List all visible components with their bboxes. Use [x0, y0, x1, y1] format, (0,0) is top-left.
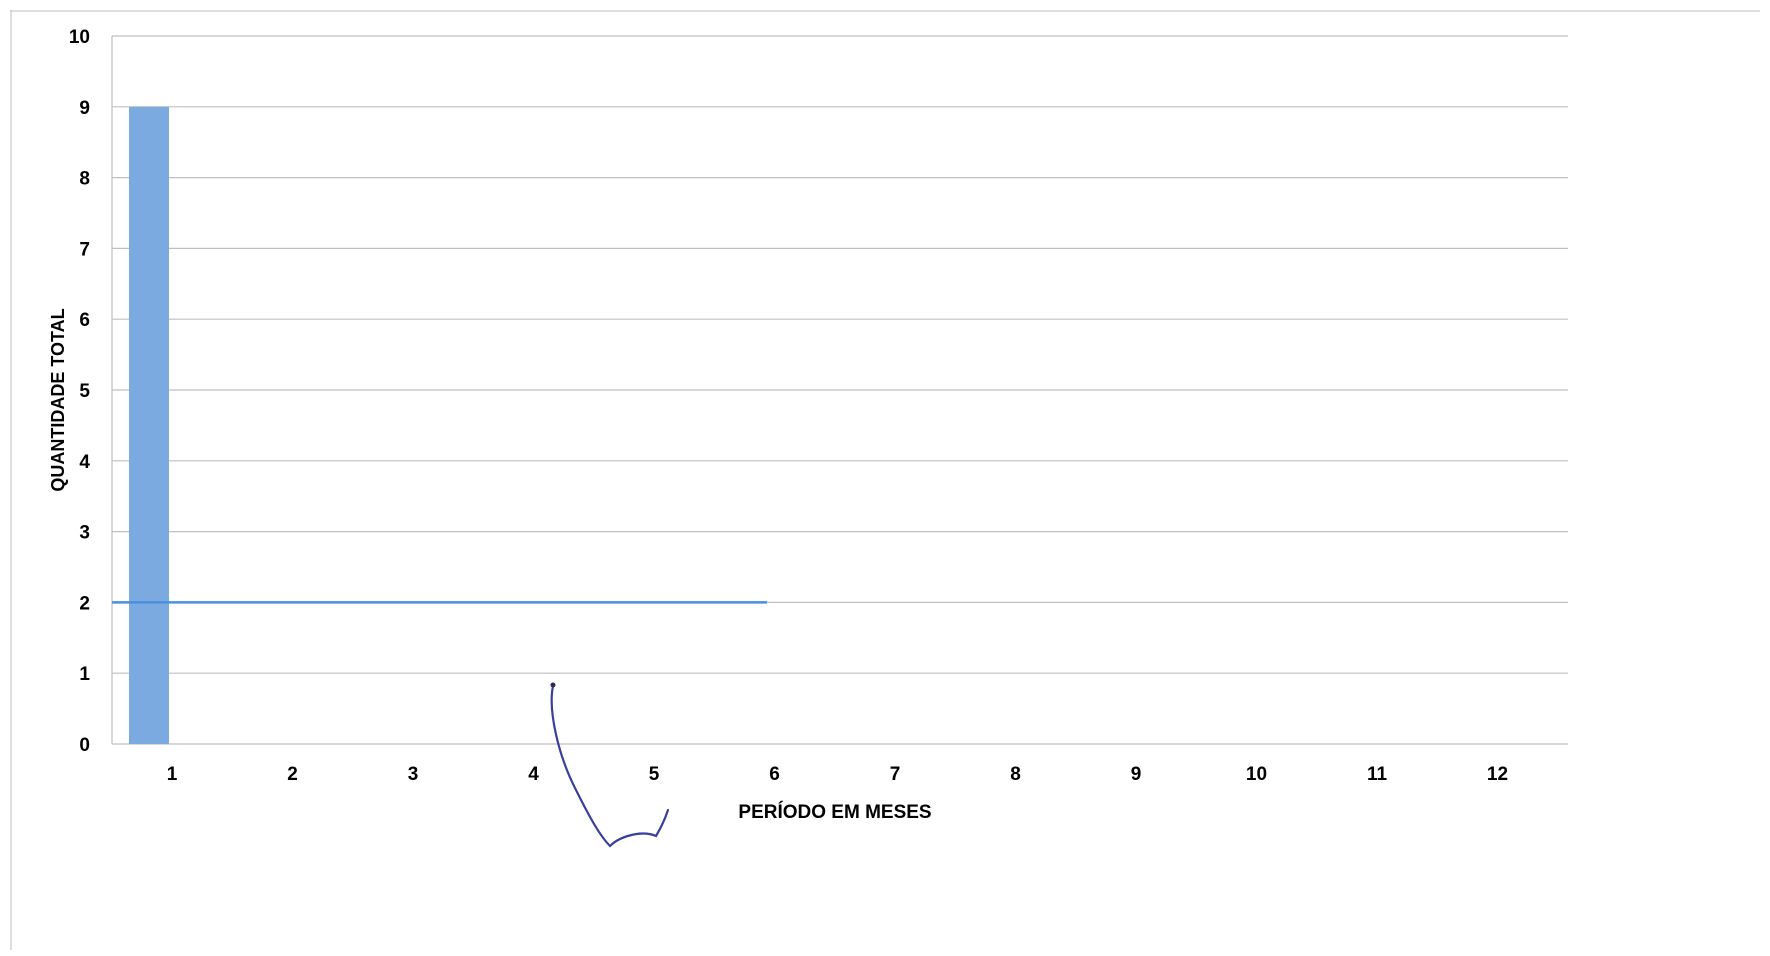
y-tick-label: 3: [79, 523, 90, 544]
x-tick-label: 11: [1367, 764, 1388, 785]
y-tick-label: 0: [79, 735, 90, 756]
x-axis-label: PERÍODO EM MESES: [738, 801, 931, 823]
x-tick-label: 12: [1487, 764, 1508, 785]
x-tick-label: 10: [1246, 764, 1267, 785]
handwritten-signature-stroke: [550, 684, 670, 848]
y-tick-label: 8: [79, 169, 90, 190]
x-tick-label: 1: [167, 764, 178, 785]
gridlines: [111, 35, 1568, 745]
y-tick-label: 7: [79, 239, 90, 260]
chart-frame: 0 1 2 3 4 5 6 7 8 9 10 1 2 3 4 5 6 7 8 9 10 11 12 PERÍODO EM …: [10, 10, 1760, 950]
x-tick-label: 2: [287, 764, 298, 785]
pen-dot: [550, 682, 556, 688]
x-tick-label: 4: [528, 764, 539, 785]
y-tick-label: 9: [79, 98, 90, 119]
x-axis-ticks: 1 2 3 4 5 6 7 8 9 10 11 12: [167, 764, 1508, 785]
x-tick-label: 3: [408, 764, 419, 785]
x-tick-label: 5: [649, 764, 660, 785]
y-axis-label: QUANTIDADE TOTAL: [48, 308, 68, 491]
bar-series: [129, 106, 169, 745]
x-tick-label: 9: [1131, 764, 1142, 785]
x-tick-label: 6: [769, 764, 780, 785]
bar-1: [129, 106, 169, 745]
y-tick-label: 10: [69, 27, 90, 48]
x-tick-label: 7: [890, 764, 901, 785]
x-tick-label: 8: [1010, 764, 1021, 785]
y-tick-label: 6: [79, 310, 90, 331]
y-tick-label: 4: [79, 452, 90, 473]
y-tick-label: 1: [79, 664, 90, 685]
y-tick-label: 2: [79, 593, 90, 614]
y-axis-ticks: 0 1 2 3 4 5 6 7 8 9 10: [69, 27, 91, 756]
y-tick-label: 5: [79, 381, 90, 402]
